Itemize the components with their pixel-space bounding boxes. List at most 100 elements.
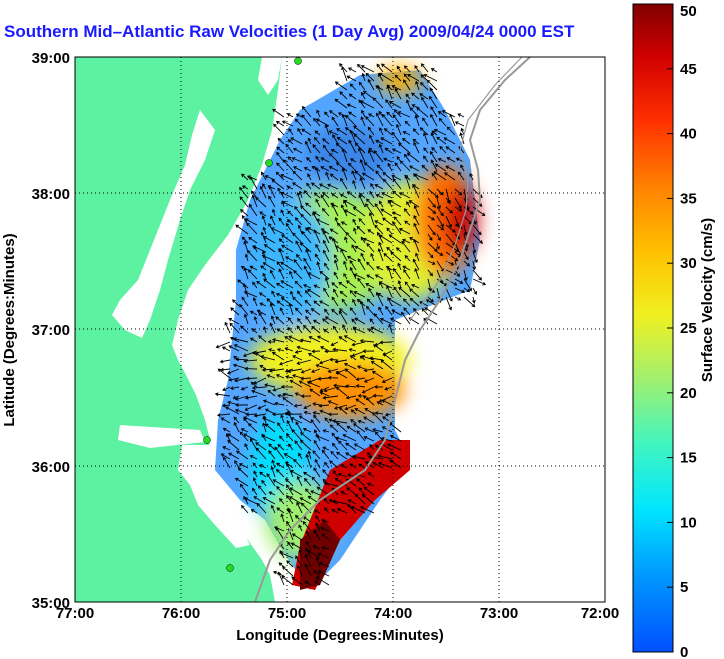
velocity-vector bbox=[234, 408, 249, 415]
velocity-vector bbox=[425, 299, 438, 307]
velocity-vector bbox=[246, 249, 258, 262]
velocity-vector bbox=[426, 79, 438, 91]
velocity-vector bbox=[436, 251, 444, 256]
velocity-vector bbox=[241, 296, 249, 307]
velocity-vector bbox=[343, 272, 348, 280]
velocity-vector bbox=[280, 261, 294, 271]
velocity-vector bbox=[368, 113, 375, 118]
velocity-vector bbox=[252, 281, 258, 289]
velocity-vector bbox=[307, 353, 321, 361]
velocity-vector bbox=[338, 336, 348, 343]
velocity-vector bbox=[423, 132, 429, 145]
velocity-vector bbox=[372, 393, 384, 398]
velocity-vector bbox=[251, 389, 267, 397]
velocity-vector bbox=[340, 248, 348, 262]
velocity-vector bbox=[311, 349, 321, 354]
velocity-vector bbox=[366, 298, 375, 307]
velocity-vector bbox=[367, 126, 375, 136]
velocity-vector bbox=[297, 318, 303, 325]
velocity-vector bbox=[367, 472, 375, 478]
velocity-vector bbox=[454, 278, 464, 284]
velocity-vector bbox=[472, 269, 482, 281]
velocity-vector bbox=[347, 162, 357, 172]
velocity-vector bbox=[335, 371, 348, 379]
velocity-vector bbox=[382, 217, 393, 226]
velocity-vector bbox=[270, 227, 285, 235]
velocity-vector bbox=[363, 435, 375, 442]
velocity-vector bbox=[389, 434, 402, 442]
velocity-vector bbox=[301, 114, 312, 127]
velocity-vector bbox=[276, 162, 285, 172]
velocity-vector bbox=[269, 269, 276, 280]
velocity-vector bbox=[283, 453, 294, 460]
velocity-vector bbox=[301, 128, 312, 136]
velocity-vector bbox=[402, 130, 411, 136]
velocity-vector bbox=[281, 575, 294, 586]
velocity-vector bbox=[318, 403, 330, 408]
velocity-vector bbox=[327, 183, 339, 190]
velocity-vector bbox=[346, 280, 357, 289]
velocity-vector bbox=[304, 299, 312, 307]
velocity-vector bbox=[412, 138, 420, 145]
velocity-vector bbox=[421, 308, 429, 316]
velocity-vector bbox=[370, 326, 384, 334]
velocity-vector bbox=[228, 452, 240, 460]
velocity-vector bbox=[419, 127, 429, 136]
velocity-vector bbox=[303, 410, 312, 415]
velocity-vector bbox=[346, 75, 357, 82]
velocity-vector bbox=[307, 550, 321, 559]
velocity-vector bbox=[472, 224, 482, 236]
velocity-vector bbox=[232, 299, 240, 307]
velocity-vector bbox=[321, 546, 330, 550]
velocity-vector bbox=[303, 257, 312, 271]
velocity-vector bbox=[463, 251, 469, 261]
velocity-vector bbox=[282, 392, 294, 397]
velocity-vector bbox=[243, 359, 258, 363]
grid-lines bbox=[75, 57, 605, 602]
velocity-vector bbox=[263, 278, 276, 289]
velocity-vector bbox=[290, 470, 303, 478]
velocity-vector bbox=[320, 194, 330, 208]
shelf-contour-2 bbox=[409, 57, 523, 321]
velocity-vector bbox=[344, 236, 348, 244]
velocity-vector bbox=[365, 116, 375, 127]
velocity-vector bbox=[321, 449, 330, 460]
shelf-contour bbox=[254, 57, 531, 602]
velocity-vector bbox=[342, 324, 348, 334]
velocity-vector bbox=[312, 545, 321, 550]
velocity-vector bbox=[386, 246, 393, 253]
station-marker bbox=[226, 564, 234, 572]
velocity-vector bbox=[249, 310, 258, 316]
velocity-vector bbox=[258, 292, 267, 298]
velocity-vector bbox=[339, 290, 348, 298]
velocity-vector bbox=[253, 377, 267, 385]
velocity-vector bbox=[375, 139, 384, 145]
velocity-vector bbox=[357, 419, 366, 424]
velocity-vector bbox=[332, 470, 339, 478]
velocity-vector bbox=[369, 356, 384, 361]
velocity-vector bbox=[291, 429, 303, 442]
velocity-vector bbox=[406, 201, 411, 208]
velocity-vector bbox=[311, 326, 321, 334]
velocity-vector bbox=[270, 315, 276, 325]
velocity-vector bbox=[472, 251, 478, 264]
velocity-vector bbox=[367, 78, 375, 91]
velocity-vector bbox=[244, 395, 258, 400]
velocity-vector bbox=[331, 296, 339, 307]
velocity-vector bbox=[472, 278, 487, 286]
velocity-vector bbox=[454, 296, 462, 301]
velocity-vector bbox=[378, 200, 384, 208]
velocity-vector bbox=[328, 165, 339, 172]
velocity-vector bbox=[296, 345, 312, 352]
velocity-vector bbox=[463, 260, 471, 267]
velocity-vector bbox=[340, 177, 348, 190]
velocity-vector bbox=[334, 359, 348, 364]
velocity-vector bbox=[314, 580, 321, 586]
velocity-vector bbox=[228, 318, 240, 325]
velocity-vector bbox=[454, 206, 463, 212]
station-marker bbox=[203, 436, 211, 444]
velocity-vector bbox=[397, 280, 402, 289]
velocity-vector bbox=[436, 136, 447, 145]
velocity-vector bbox=[361, 109, 366, 118]
velocity-vector bbox=[243, 416, 258, 424]
